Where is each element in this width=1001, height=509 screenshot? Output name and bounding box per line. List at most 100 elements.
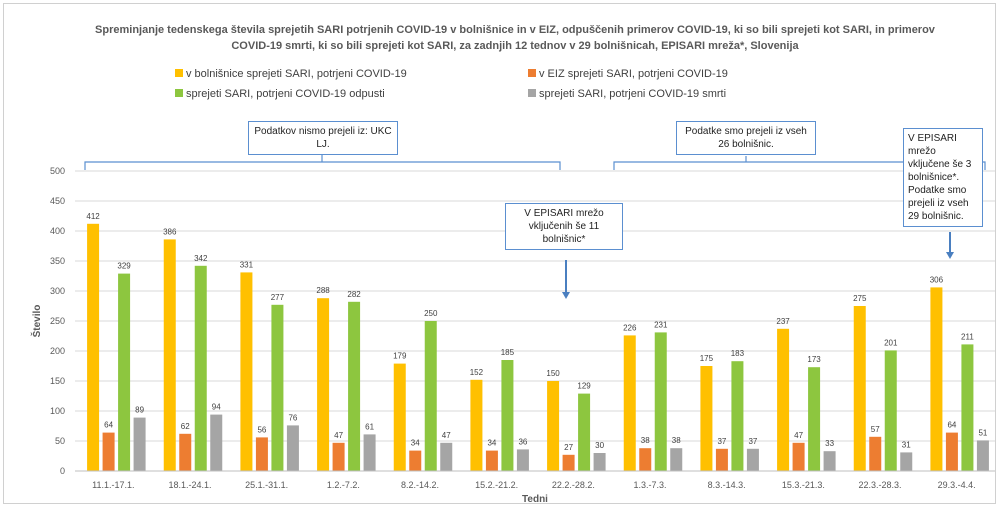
bracket-left [84,161,561,170]
data-label: 329 [117,262,131,271]
data-label: 331 [240,260,254,269]
legend-swatch-green [175,89,183,97]
data-label: 185 [501,348,515,357]
data-label: 38 [672,436,681,445]
x-tick-label: 29.3.-4.4. [938,480,976,490]
data-label: 152 [470,368,484,377]
legend-item-deaths: sprejeti SARI, potrjeni COVID-19 smrti [528,87,726,101]
data-label: 275 [853,294,867,303]
y-tick-label: 350 [50,256,65,266]
bar [670,448,683,471]
data-label: 61 [365,422,374,431]
y-tick-label: 300 [50,286,65,296]
x-tick-label: 25.1.-31.1. [245,480,288,490]
legend-swatch-yellow [175,69,183,77]
bar [255,437,268,471]
y-tick-label: 400 [50,226,65,236]
data-label: 47 [442,431,451,440]
data-label: 231 [654,320,668,329]
bar [700,366,713,471]
legend-swatch-gray [528,89,536,97]
data-label: 94 [212,403,221,412]
chart-frame [3,3,996,504]
data-label: 27 [564,443,573,452]
data-label: 33 [825,439,834,448]
bar [547,381,560,471]
data-label: 34 [487,439,496,448]
bar [808,367,821,471]
data-label: 150 [546,369,560,378]
bar [900,452,913,471]
x-tick-label: 15.2.-21.2. [475,480,518,490]
x-tick-label: 15.3.-21.3. [782,480,825,490]
annotation-brackets [84,152,986,299]
bar [516,449,529,471]
x-tick-label: 8.3.-14.3. [708,480,746,490]
x-tick-label: 22.2.-28.2. [552,480,595,490]
y-axis-title: Število [30,305,43,338]
data-label: 64 [104,421,113,430]
bracket-right [613,161,986,170]
bar [163,239,176,471]
data-label: 34 [411,439,420,448]
bar [470,379,483,471]
bar [409,450,422,471]
arrow-head-right [946,252,954,259]
bar [118,273,131,471]
data-label: 412 [86,212,100,221]
bar [194,265,207,471]
bar [884,350,897,471]
x-tick-label: 8.2.-14.2. [401,480,439,490]
bar [501,360,514,471]
bar [133,417,146,471]
data-label: 76 [288,413,297,422]
bar [332,442,345,471]
bar [853,306,866,471]
bar [715,448,728,471]
bar [440,442,453,471]
bar [578,393,591,471]
data-label: 129 [577,382,591,391]
bar [424,321,437,471]
x-tick-label: 1.2.-7.2. [327,480,360,490]
data-label: 37 [748,437,757,446]
data-label: 237 [776,317,790,326]
chart-title: Spreminjanje tedenskega števila sprejeti… [95,24,935,52]
x-axis-title: Tedni [522,494,548,505]
y-tick-label: 250 [50,316,65,326]
data-label: 288 [316,286,330,295]
y-tick-label: 50 [55,436,65,446]
data-label: 38 [641,436,650,445]
data-label: 175 [700,354,714,363]
y-tick-label: 500 [50,166,65,176]
bar [286,425,299,471]
bar [562,454,575,471]
bar [179,433,192,471]
data-label: 183 [731,349,745,358]
data-label: 56 [257,425,266,434]
bar [792,442,805,471]
y-tick-label: 100 [50,406,65,416]
bar [348,301,361,471]
legend-label: sprejeti SARI, potrjeni COVID-19 smrti [539,88,727,100]
y-tick-label: 200 [50,346,65,356]
bar [393,363,406,471]
legend-item-discharges: sprejeti SARI, potrjeni COVID-19 odpusti [175,87,385,101]
bar [623,335,636,471]
x-tick-label: 11.1.-17.1. [92,480,134,490]
x-tick-label: 18.1.-24.1. [168,480,211,490]
x-tick-label: 1.3.-7.3. [633,480,666,490]
data-label: 201 [884,338,898,347]
data-label: 226 [623,323,637,332]
bar [593,453,606,471]
data-label: 57 [871,425,880,434]
annotation-no-data: Podatkov nismo prejeli iz: UKC LJ. [248,121,398,155]
data-label: 30 [595,441,604,450]
data-label: 37 [717,437,726,446]
legend-swatch-orange [528,69,536,77]
data-label: 282 [347,290,361,299]
bar [746,448,759,471]
data-label: 306 [930,275,944,284]
data-label: 31 [902,440,911,449]
